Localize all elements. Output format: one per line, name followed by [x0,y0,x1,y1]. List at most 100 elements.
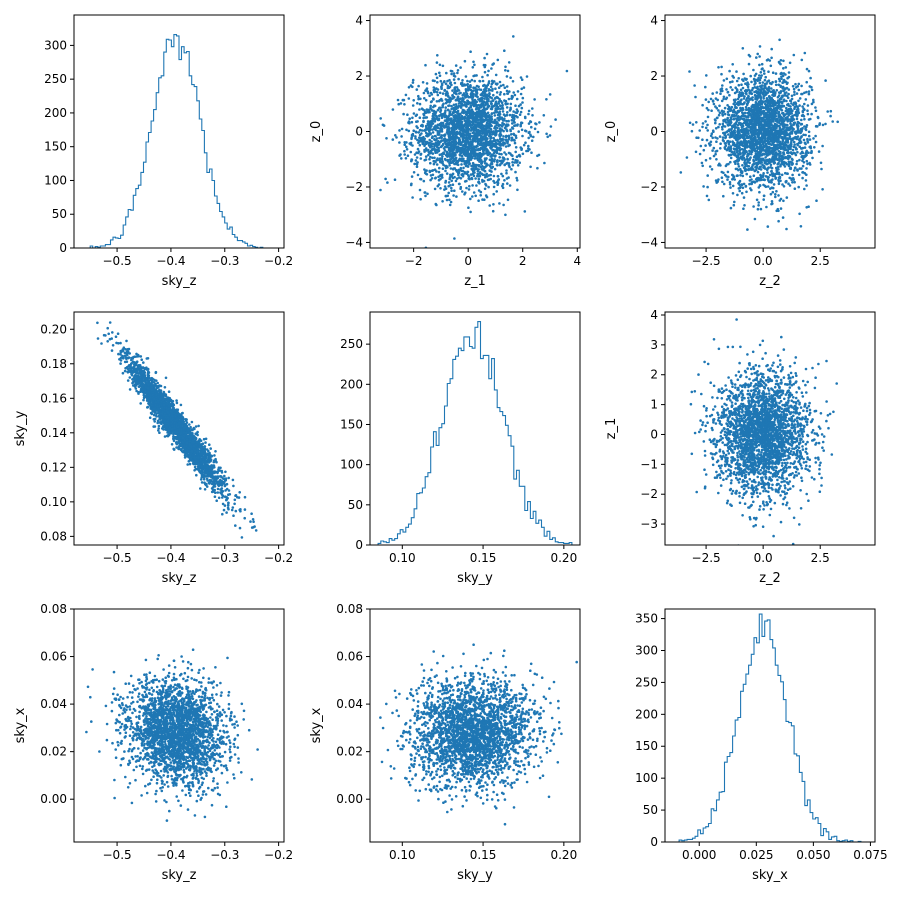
scatter-point [514,124,517,127]
scatter-point [785,163,789,166]
scatter-point [472,191,476,194]
scatter-point [474,86,477,90]
scatter-point [445,120,449,123]
scatter-point [484,103,487,107]
scatter-point [753,93,757,97]
scatter-point [820,167,823,171]
scatter-point [429,155,432,159]
scatter-point [745,190,748,194]
scatter-point [466,99,469,102]
scatter-point [466,101,470,105]
scatter-point [469,104,473,108]
scatter-point [729,149,732,152]
scatter-point [415,88,419,91]
scatter-point [740,141,743,144]
scatter-point [753,155,757,158]
scatter-point [442,163,445,167]
scatter-point [473,98,477,102]
scatter-point [424,155,428,158]
scatter-point [497,102,501,105]
scatter-point [391,138,395,141]
scatter-point [778,118,782,122]
scatter-point [498,159,502,163]
scatter-point [482,137,486,141]
scatter-point [473,63,476,67]
scatter-point [424,194,427,198]
scatter-point [445,172,449,175]
scatter-point [480,92,484,95]
scatter-point [457,142,461,146]
scatter-point [514,170,517,174]
scatter-point [474,177,477,180]
scatter-point [450,83,453,87]
scatter-point [403,153,407,156]
scatter-point [501,174,505,178]
scatter-point [507,61,511,64]
scatter-point [757,76,760,80]
scatter-point [436,93,440,97]
scatter-point [737,95,741,99]
scatter-point [741,134,745,138]
scatter-point [480,117,483,121]
scatter-point [484,93,487,96]
scatter-point [470,176,474,180]
scatter-point [452,167,455,170]
scatter-point [495,190,499,193]
scatter-point [742,196,746,199]
scatter-point [469,173,473,176]
scatter-point [763,78,767,82]
scatter-point [797,111,801,115]
scatter-point [736,162,740,166]
scatter-point [788,176,791,180]
scatter-point [759,76,763,80]
scatter-point [751,139,755,142]
scatter-point [449,81,453,84]
scatter-point [434,110,438,114]
scatter-point [719,147,722,150]
scatter-point [737,77,740,80]
scatter-point [685,156,689,159]
scatter-point [498,137,502,141]
scatter-point [731,178,734,181]
scatter-point [734,159,738,163]
scatter-point [495,149,499,153]
scatter-point [715,106,719,110]
scatter-point [435,100,439,103]
scatter-point [506,198,510,202]
scatter-point [467,177,471,180]
scatter-point [465,133,469,137]
scatter-point [471,96,475,99]
scatter-point [720,87,724,90]
scatter-point [452,103,456,107]
scatter-point [454,117,457,120]
scatter-point [729,160,732,164]
scatter-point [528,130,531,134]
scatter-point [498,152,501,156]
scatter-point [710,168,714,171]
scatter-point [438,166,441,170]
scatter-point [760,136,764,139]
scatter-point [497,107,501,110]
scatter-point [464,75,468,78]
scatter-point [446,158,450,162]
scatter-point [461,173,465,177]
scatter-point [776,148,779,151]
scatter-point [719,92,722,95]
scatter-point [710,109,713,112]
scatter-point [495,91,499,94]
scatter-point [441,92,445,95]
scatter-point [436,81,439,84]
scatter-point [766,177,770,181]
scatter-point [436,157,439,160]
scatter-point [740,83,743,86]
scatter-point [793,90,796,94]
scatter-point [792,145,796,149]
scatter-points [679,38,839,231]
scatter-point [816,116,820,120]
scatter-point [751,86,755,90]
scatter-point [433,114,437,117]
scatter-point [715,181,718,184]
scatter-point [739,88,743,92]
scatter-point [473,164,477,167]
scatter-point [397,102,401,106]
